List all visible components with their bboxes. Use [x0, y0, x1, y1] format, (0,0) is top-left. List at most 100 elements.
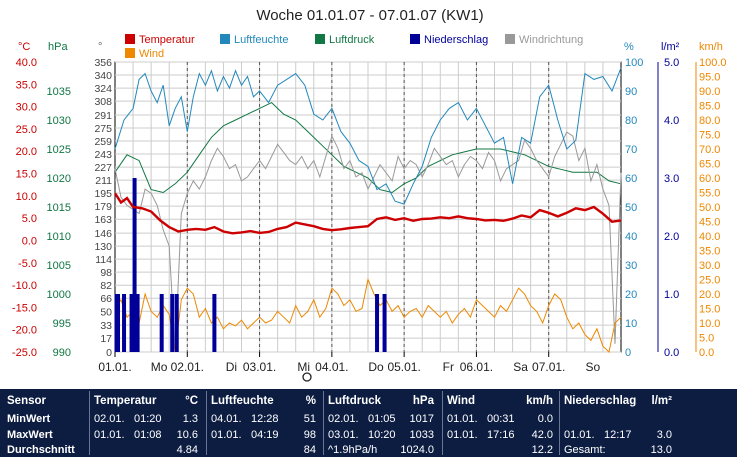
separator [206, 391, 207, 455]
axis-unit-label: hPa [48, 41, 68, 53]
tick-label-pressure: 990 [53, 347, 71, 359]
legend-swatch [125, 34, 135, 44]
tick-label-temp: 30.0 [16, 102, 37, 114]
legend-swatch [505, 34, 515, 44]
temp-max-date: 01.01. [94, 429, 125, 441]
legend-label: Temperatur [139, 34, 195, 46]
statistics-panel: Sensor MinWert MaxWert Durchschnitt Temp… [0, 389, 737, 457]
tick-label-direction: 163 [94, 214, 112, 226]
hum-min-date: 04.01. [211, 413, 242, 425]
rain-total-label: Gesamt: [564, 444, 606, 456]
rain-bar [135, 294, 140, 352]
press-avg-value: 1024.0 [400, 444, 434, 456]
tick-label-humidity: 80 [625, 115, 637, 127]
legend-label: Niederschlag [424, 34, 488, 46]
tick-label-pressure: 1000 [47, 289, 71, 301]
hum-max-date: 01.01. [211, 429, 242, 441]
press-trend: ^1.9hPa/h [328, 444, 378, 456]
hum-min-time: 12:28 [251, 413, 279, 425]
tick-label-direction: 324 [94, 83, 112, 95]
tick-label-direction: 33 [100, 320, 112, 332]
separator [89, 391, 90, 455]
tick-label-direction: 146 [94, 228, 112, 240]
tick-label-humidity: 20 [625, 289, 637, 301]
tick-label-humidity: 60 [625, 173, 637, 185]
series-line-wind [114, 277, 622, 353]
chart-title: Woche 01.01.07 - 07.01.07 (KW1) [256, 7, 483, 24]
tick-label-direction: 82 [100, 280, 112, 292]
stats-temperatur-unit: °C [185, 395, 198, 407]
tick-label-pressure: 1025 [47, 144, 71, 156]
rain-bar [132, 178, 137, 352]
tick-label-temp: -10.0 [12, 280, 37, 292]
tick-label-wind: 40.0 [699, 231, 720, 243]
press-min-time: 01:05 [368, 413, 396, 425]
tick-label-temp: 35.0 [16, 79, 37, 91]
press-min-date: 02.01. [328, 413, 359, 425]
x-date-label: 04.01. [315, 360, 348, 374]
tick-label-temp: 25.0 [16, 124, 37, 136]
hum-max-value: 98 [303, 429, 316, 441]
hum-max-time: 04:19 [251, 429, 279, 441]
tick-label-direction: 17 [100, 333, 112, 345]
tick-label-wind: 50.0 [699, 202, 720, 214]
tick-label-direction: 356 [94, 57, 112, 69]
stats-niederschlag-unit: l/m² [651, 395, 672, 407]
tick-label-wind: 5.0 [699, 333, 714, 345]
separator [323, 391, 324, 455]
tick-label-pressure: 1015 [47, 202, 71, 214]
rain-bar [122, 294, 127, 352]
tick-label-direction: 179 [94, 201, 112, 213]
tick-label-wind: 60.0 [699, 173, 720, 185]
wind-max-value: 42.0 [531, 429, 553, 441]
press-min-value: 1017 [409, 413, 434, 425]
tick-label-wind: 75.0 [699, 130, 720, 142]
tick-label-direction: 340 [94, 70, 112, 82]
tick-label-wind: 55.0 [699, 188, 720, 200]
rain-max-value: 3.0 [656, 429, 672, 441]
weather-chart: Woche 01.01.07 - 07.01.07 (KW1) Temperat… [12, 7, 727, 382]
tick-label-wind: 80.0 [699, 115, 720, 127]
stats-wind-unit: km/h [526, 395, 553, 407]
series-line-temperatur [113, 192, 622, 235]
x-day-label: Mo [151, 360, 168, 374]
wind-max-date: 01.01. [447, 429, 478, 441]
legend-swatch [220, 34, 230, 44]
stats-wind-panel: Wind km/h 01.01. 00:31 0.0 01.01. 17:16 … [443, 389, 557, 457]
stats-niederschlag-header: Niederschlag [564, 395, 637, 407]
tick-label-temp: 0.0 [22, 235, 37, 247]
tick-label-direction: 130 [94, 241, 112, 253]
tick-label-pressure: 1020 [47, 173, 71, 185]
tick-label-wind: 100.0 [699, 57, 727, 69]
x-date-label: 03.01. [243, 360, 276, 374]
tick-label-wind: 65.0 [699, 159, 720, 171]
rain-bar [116, 294, 121, 352]
temp-min-value: 1.3 [182, 413, 198, 425]
axis-ticks: 40.0 35.0 30.0 25.0 20.0 15.0 10.0 5.0 0.0 -5.0 -1… [12, 57, 727, 359]
tick-label-wind: 85.0 [699, 101, 720, 113]
legend-label: Luftdruck [329, 34, 375, 46]
tick-label-pressure: 1035 [47, 86, 71, 98]
stats-niederschlag-panel: Niederschlag l/m² 01.01. 12:17 3.0 Gesam… [560, 389, 675, 457]
stats-temperatur-panel: Temperatur °C 02.01. 01:20 1.3 01.01. 01… [90, 389, 204, 457]
tick-label-humidity: 30 [625, 260, 637, 272]
axis-unit-label: km/h [699, 41, 723, 53]
tick-label-direction: 291 [94, 110, 112, 122]
tick-label-wind: 25.0 [699, 275, 720, 287]
wind-min-value: 0.0 [537, 413, 553, 425]
tick-label-direction: 308 [94, 96, 112, 108]
temp-max-value: 10.6 [176, 429, 198, 441]
tick-label-wind: 15.0 [699, 304, 720, 316]
x-day-label: Di [226, 360, 237, 374]
tick-label-direction: 98 [100, 267, 112, 279]
tick-label-temp: -25.0 [12, 347, 37, 359]
x-day-label: So [586, 360, 601, 374]
axis-unit-label: ° [98, 41, 102, 53]
x-day-label: Mi [297, 360, 310, 374]
tick-label-wind: 0.0 [699, 347, 714, 359]
tick-label-wind: 20.0 [699, 289, 720, 301]
stats-luftdruck-header: Luftdruck [328, 395, 382, 407]
x-date-label: 06.01. [460, 360, 493, 374]
press-max-date: 03.01. [328, 429, 359, 441]
legend-label: Windrichtung [519, 34, 583, 46]
